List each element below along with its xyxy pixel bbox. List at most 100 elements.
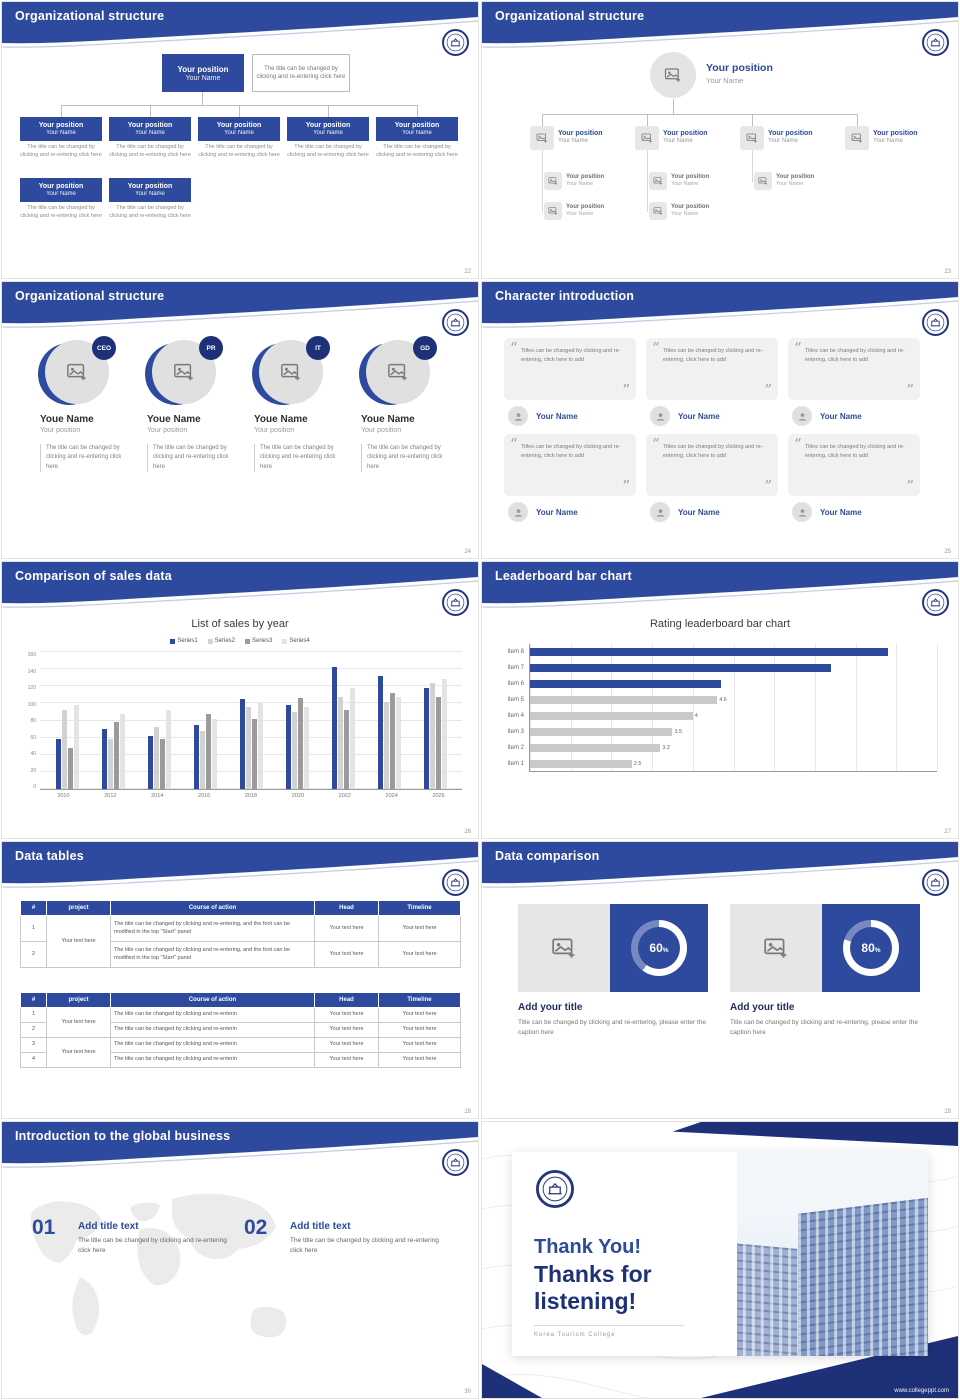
org-box[interactable]: Your position Your Name bbox=[198, 117, 280, 141]
image-pane bbox=[518, 904, 610, 992]
profile-photo[interactable]: GD bbox=[359, 336, 437, 405]
org-position: Your position bbox=[394, 122, 440, 129]
quote-open-icon: “ bbox=[510, 435, 518, 453]
avatar[interactable] bbox=[754, 172, 772, 190]
org-sub-text: Your position Your Name bbox=[566, 174, 604, 187]
quote-card[interactable]: “Titles can be changed by clicking and r… bbox=[504, 338, 636, 400]
column-header: Course of action bbox=[110, 900, 315, 916]
org-name: Your Name bbox=[671, 211, 699, 217]
chart-title: List of sales by year bbox=[191, 618, 289, 630]
org-box[interactable]: Your position Your Name bbox=[287, 117, 369, 141]
cell-head: Your text here bbox=[314, 1007, 379, 1023]
org-name: Your Name bbox=[313, 130, 343, 136]
bar bbox=[291, 711, 297, 789]
avatar[interactable] bbox=[544, 172, 562, 190]
slide-data-comparison[interactable]: Data comparison 60% Add your title Title… bbox=[481, 841, 959, 1119]
org-box[interactable]: Your position Your Name bbox=[109, 117, 191, 141]
profile-photo[interactable]: PR bbox=[145, 336, 223, 405]
profile-position: Your position bbox=[361, 427, 402, 434]
person-name: Your Name bbox=[678, 508, 720, 517]
bar bbox=[377, 675, 383, 789]
quote-card[interactable]: “Titles can be changed by clicking and r… bbox=[788, 434, 920, 496]
slide-title: Organizational structure bbox=[15, 9, 165, 23]
slide-character-introduction[interactable]: Character introduction “Titles can be ch… bbox=[481, 281, 959, 559]
column-header: project bbox=[46, 900, 111, 916]
avatar[interactable] bbox=[544, 202, 562, 220]
connector-line bbox=[150, 105, 151, 117]
org-position: Your position bbox=[873, 130, 918, 137]
avatar[interactable] bbox=[845, 126, 869, 150]
bar bbox=[61, 710, 67, 789]
bar-row bbox=[530, 644, 937, 660]
org-box[interactable]: Your position Your Name bbox=[20, 178, 102, 202]
slide-thank-you[interactable]: Thank You! Thanks for listening! Korea T… bbox=[481, 1121, 959, 1399]
y-tick-label: 140 bbox=[27, 668, 36, 675]
quote-card[interactable]: “Titles can be changed by clicking and r… bbox=[788, 338, 920, 400]
bar bbox=[441, 679, 447, 789]
org-box[interactable]: Your position Your Name bbox=[109, 178, 191, 202]
gridline bbox=[652, 644, 654, 771]
bar bbox=[285, 705, 291, 789]
slide-org-structure-boxes[interactable]: Organizational structure Your position Y… bbox=[1, 1, 479, 279]
org-position: Your position bbox=[177, 64, 229, 74]
slide-sales-comparison[interactable]: Comparison of sales data List of sales b… bbox=[1, 561, 479, 839]
profile-text: Youe Name Your position bbox=[147, 414, 247, 434]
quote-text: Titles can be changed by clicking and re… bbox=[663, 444, 763, 459]
org-position: Your position bbox=[558, 130, 603, 137]
college-logo-icon bbox=[922, 29, 949, 56]
slide-global-business[interactable]: Introduction to the global business 01 A… bbox=[1, 1121, 479, 1399]
quote-card[interactable]: “Titles can be changed by clicking and r… bbox=[504, 434, 636, 496]
bar bbox=[205, 713, 211, 789]
role-badge: GD bbox=[413, 336, 437, 360]
quote-text: Titles can be changed by clicking and re… bbox=[805, 348, 905, 363]
legend-item: Series4 bbox=[282, 638, 310, 644]
cell-num: 1 bbox=[20, 1007, 47, 1023]
connector-line bbox=[61, 105, 62, 117]
avatar[interactable] bbox=[740, 126, 764, 150]
avatar bbox=[508, 406, 528, 426]
org-node-text: Your position Your Name bbox=[768, 130, 813, 144]
slide-org-structure-people[interactable]: Organizational structure CEO PR IT GD Yo… bbox=[1, 281, 479, 559]
page-number: 25 bbox=[944, 549, 951, 555]
column-header: project bbox=[46, 992, 111, 1008]
comparison-card[interactable]: 60% bbox=[518, 904, 708, 992]
bar-value: 2.5 bbox=[633, 761, 642, 767]
image-placeholder-icon bbox=[653, 206, 663, 216]
avatar[interactable] bbox=[650, 52, 696, 98]
comparison-card[interactable]: 80% bbox=[730, 904, 920, 992]
profile-photo[interactable]: IT bbox=[252, 336, 330, 405]
org-box[interactable]: Your position Your Name bbox=[376, 117, 458, 141]
slide-org-structure-tree[interactable]: Organizational structure Your position Y… bbox=[481, 1, 959, 279]
org-root-box[interactable]: Your position Your Name bbox=[162, 54, 244, 92]
gridline bbox=[40, 788, 462, 789]
bar-value: 4.6 bbox=[719, 697, 727, 703]
quote-open-icon: “ bbox=[652, 435, 660, 453]
profile-position: Your position bbox=[254, 427, 295, 434]
person-icon bbox=[513, 411, 524, 422]
avatar[interactable] bbox=[530, 126, 554, 150]
bar bbox=[530, 744, 661, 752]
org-name: Your Name bbox=[224, 130, 254, 136]
page-number: 26 bbox=[464, 829, 471, 835]
bar bbox=[530, 760, 632, 768]
cell-num: 4 bbox=[20, 1052, 47, 1068]
quote-card[interactable]: “Titles can be changed by clicking and r… bbox=[646, 338, 778, 400]
org-position: Your position bbox=[305, 122, 351, 129]
avatar[interactable] bbox=[649, 172, 667, 190]
slide-data-tables[interactable]: Data tables # project Course of action H… bbox=[1, 841, 479, 1119]
slide-leaderboard[interactable]: Leaderboard bar chart Rating leaderboard… bbox=[481, 561, 959, 839]
college-logo-icon bbox=[442, 29, 469, 56]
connector-line bbox=[328, 105, 329, 117]
avatar[interactable] bbox=[649, 202, 667, 220]
avatar[interactable] bbox=[635, 126, 659, 150]
profile-text: Youe Name Your position bbox=[40, 414, 140, 434]
page-number: 23 bbox=[944, 269, 951, 275]
org-sub-text: Your position Your Name bbox=[776, 174, 814, 187]
percent-sign: % bbox=[874, 946, 881, 954]
bar bbox=[101, 729, 107, 789]
profile-photo[interactable]: CEO bbox=[38, 336, 116, 405]
org-box[interactable]: Your position Your Name bbox=[20, 117, 102, 141]
profile-caption: The title can be changed by clicking and… bbox=[361, 444, 449, 472]
quote-card[interactable]: “Titles can be changed by clicking and r… bbox=[646, 434, 778, 496]
